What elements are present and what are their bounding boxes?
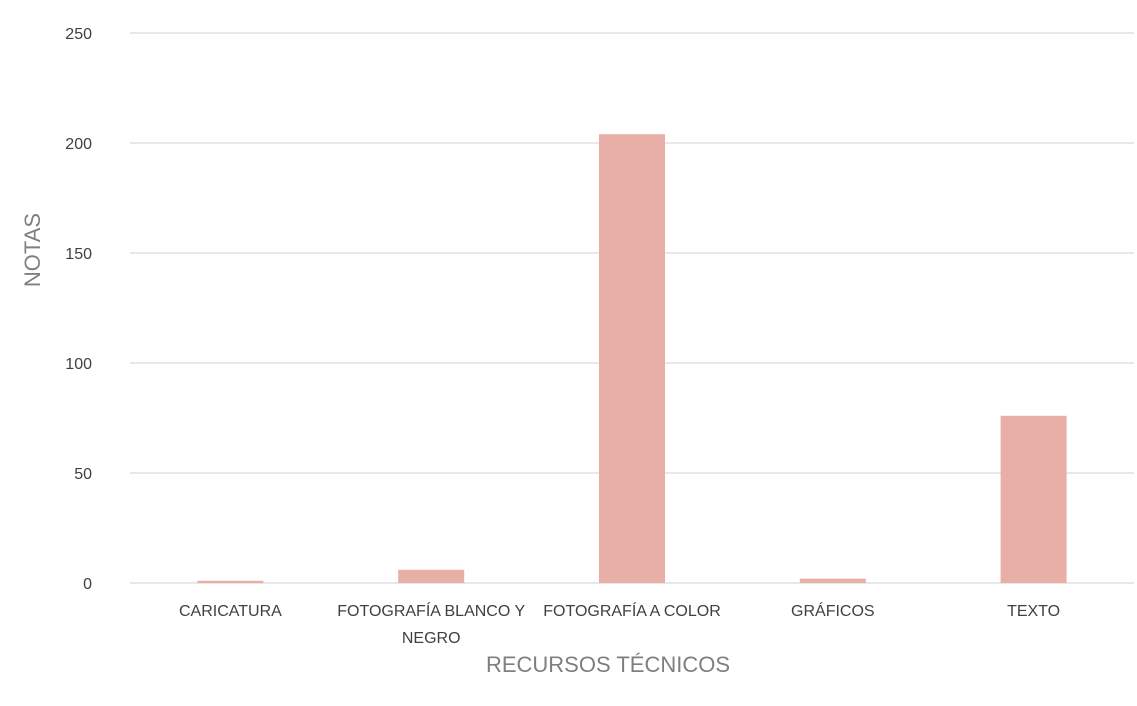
x-axis-categories: CARICATURA FOTOGRAFÍA BLANCO Y NEGROFOTOGR… xyxy=(179,601,1060,647)
y-tick-label: 50 xyxy=(74,466,92,483)
bar xyxy=(398,569,465,583)
bar xyxy=(1000,415,1067,583)
bars xyxy=(197,134,1067,583)
x-axis-title: RECURSOS TÉCNICOS xyxy=(486,652,730,677)
x-category-label: FOTOGRAFÍA A COLOR xyxy=(543,601,721,620)
x-category-label-line: CARICATURA xyxy=(179,603,282,620)
y-tick-label: 100 xyxy=(65,356,92,373)
x-category-label-line: TEXTO xyxy=(1007,603,1060,620)
x-category-label-line: GRÁFICOS xyxy=(791,601,875,620)
bar xyxy=(197,580,264,583)
x-category-label: TEXTO xyxy=(1007,603,1060,620)
y-axis-title: NOTAS xyxy=(20,213,45,287)
y-axis-ticks: 0 50 100 150 200 250 xyxy=(65,26,92,593)
bar xyxy=(599,134,665,583)
bar xyxy=(799,578,866,583)
x-category-label: CARICATURA xyxy=(179,603,282,620)
x-category-label-line: FOTOGRAFÍA BLANCO Y xyxy=(337,601,525,620)
y-tick-label: 0 xyxy=(83,576,92,593)
x-category-label: GRÁFICOS xyxy=(791,601,875,620)
x-category-label-line: NEGRO xyxy=(402,630,461,647)
y-tick-label: 150 xyxy=(65,246,92,263)
y-tick-label: 250 xyxy=(65,26,92,43)
x-category-label-line: FOTOGRAFÍA A COLOR xyxy=(543,601,721,620)
y-tick-label: 200 xyxy=(65,136,92,153)
x-category-label: FOTOGRAFÍA BLANCO Y NEGRO xyxy=(337,601,525,647)
